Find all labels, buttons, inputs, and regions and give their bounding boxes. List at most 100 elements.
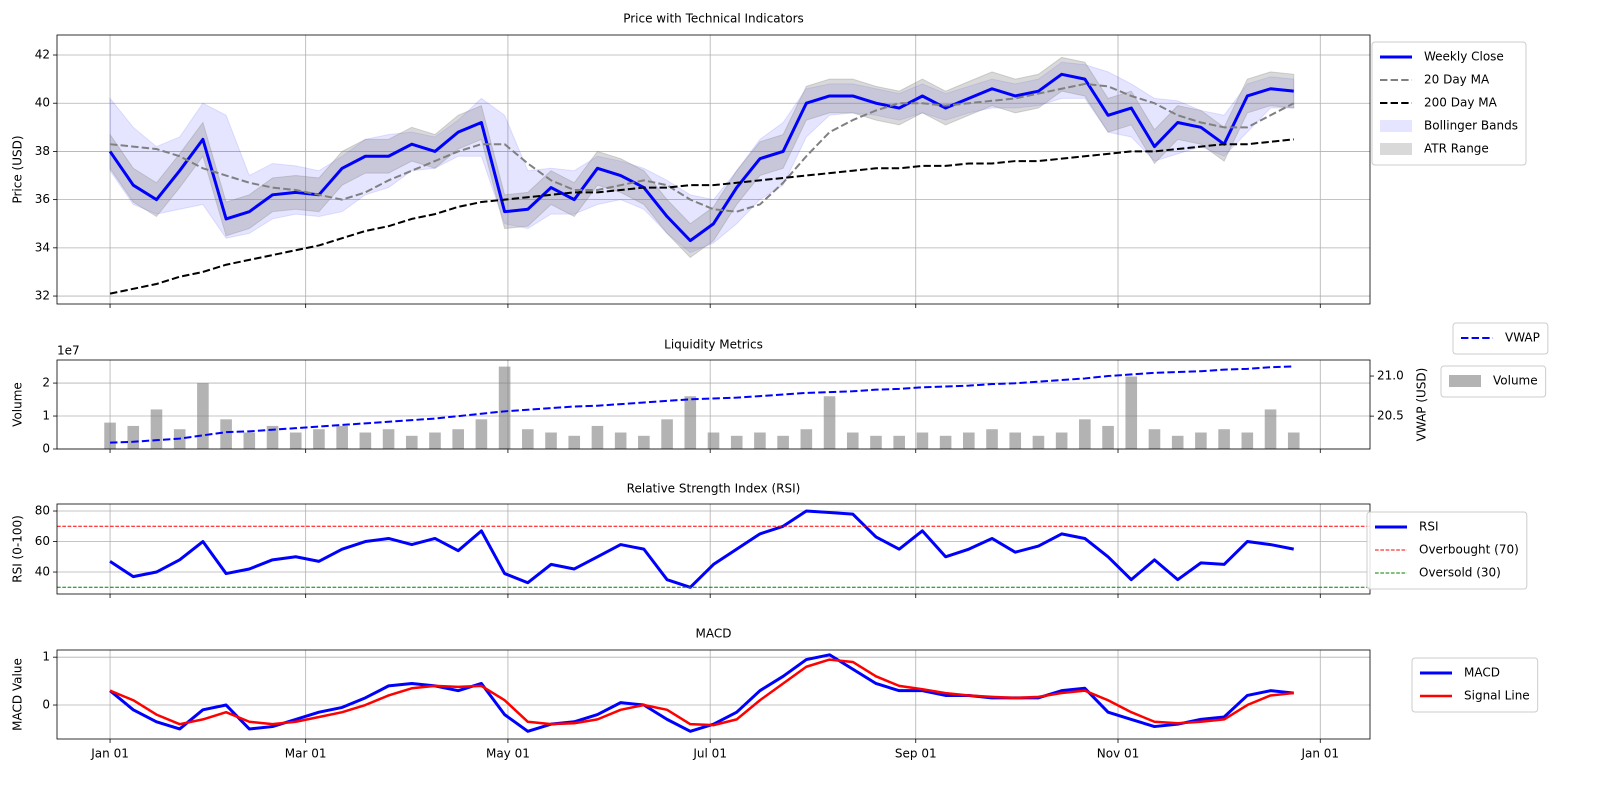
bar [1287, 432, 1300, 449]
legend-box [1440, 365, 1547, 398]
bar [1032, 435, 1045, 449]
bar [614, 432, 627, 449]
line [109, 653, 1294, 733]
line [109, 509, 1295, 589]
y2-tick-label: 21.0 [1377, 369, 1404, 383]
legend-label: Oversold (30) [1419, 566, 1501, 580]
y-tick-label: 40 [35, 565, 50, 579]
bar [313, 429, 325, 449]
bar [336, 425, 348, 449]
bar [730, 435, 743, 449]
plot-frame [56, 359, 1371, 450]
legend-label: 200 Day MA [1424, 96, 1498, 110]
bar [1218, 429, 1230, 449]
legend-label: Bollinger Bands [1424, 119, 1518, 133]
panel-title: Liquidity Metrics [664, 338, 763, 352]
bar [963, 432, 975, 449]
bar [1009, 432, 1022, 449]
bar [846, 432, 859, 449]
legend: Volume [1440, 365, 1547, 398]
bar [359, 432, 372, 449]
legend-label: ATR Range [1424, 142, 1489, 156]
bar [754, 432, 766, 449]
plot-frame [56, 34, 1371, 305]
legend-label: VWAP [1505, 331, 1540, 345]
legend-swatch [1380, 120, 1412, 132]
line [108, 72, 1294, 243]
legend-box [1452, 322, 1549, 355]
y-tick-label: 2 [42, 376, 50, 390]
legend-label: 20 Day MA [1424, 73, 1490, 87]
bar [452, 429, 464, 449]
bar [197, 383, 209, 449]
bar [545, 432, 557, 449]
y-tick-label: 1 [42, 650, 50, 664]
legend-swatch [1380, 143, 1412, 155]
band [109, 56, 1295, 259]
y-tick-label: 60 [35, 534, 50, 548]
bar [498, 366, 511, 449]
bar [1125, 376, 1138, 449]
line [109, 138, 1294, 295]
legend-label: Volume [1493, 374, 1538, 388]
legend-label: MACD [1464, 666, 1500, 680]
legend: RSI Overbought (70) Oversold (30) [1366, 511, 1528, 590]
x-tick-label: Mar 01 [285, 747, 327, 761]
y-offset-label: 1e7 [57, 344, 80, 358]
legend-swatch [1449, 375, 1481, 387]
bar [823, 396, 836, 449]
x-tick-label: Nov 01 [1097, 747, 1140, 761]
legend-label: Overbought (70) [1419, 543, 1519, 557]
x-tick-label: Jan 01 [1300, 747, 1339, 761]
bar [150, 409, 163, 449]
y-tick-label: 0 [42, 442, 50, 456]
y-tick-label: 80 [35, 504, 50, 518]
y2-tick-label: 20.5 [1377, 409, 1404, 423]
bar [707, 432, 720, 449]
legend-box [1371, 41, 1527, 166]
bar [1055, 432, 1068, 449]
y-axis-label: RSI (0-100) [11, 515, 25, 583]
y-tick-label: 38 [35, 144, 50, 158]
bar [522, 429, 534, 449]
x-tick-label: Sep 01 [895, 747, 937, 761]
line [109, 82, 1295, 213]
y-axis-label: MACD Value [11, 658, 25, 731]
legend-label: Weekly Close [1424, 50, 1504, 64]
y-tick-label: 40 [35, 96, 50, 110]
band [109, 61, 1295, 254]
y-tick-label: 34 [35, 240, 50, 254]
bar [661, 419, 673, 449]
bar [475, 419, 488, 449]
bar [800, 429, 813, 449]
legend-label: Signal Line [1464, 689, 1530, 703]
bar [1171, 435, 1184, 449]
legend: Weekly Close 20 Day MA 200 Day MA Bollinger… [1371, 41, 1527, 166]
plot-frame [56, 649, 1371, 740]
bar [220, 419, 232, 449]
bar [568, 435, 581, 449]
bar [405, 435, 418, 449]
bar [243, 432, 256, 449]
x-tick-label: Jan 01 [90, 747, 129, 761]
bar [684, 396, 697, 449]
legend: VWAP [1452, 322, 1549, 355]
y2-axis-label: VWAP (USD) [1415, 368, 1429, 442]
y-axis-label: Volume [11, 382, 25, 427]
bar [1079, 419, 1091, 449]
bar [939, 435, 952, 449]
panel-title: MACD [696, 627, 732, 641]
y-tick-label: 32 [35, 289, 50, 303]
y-tick-label: 36 [35, 192, 50, 206]
bar [916, 432, 929, 449]
bar [986, 429, 998, 449]
bar [638, 435, 650, 449]
bar [777, 435, 789, 449]
bar [870, 435, 882, 449]
line [109, 658, 1294, 727]
x-tick-label: Jul 01 [692, 747, 727, 761]
bar [127, 425, 140, 449]
panel-title: Price with Technical Indicators [623, 12, 804, 26]
bar [289, 432, 302, 449]
